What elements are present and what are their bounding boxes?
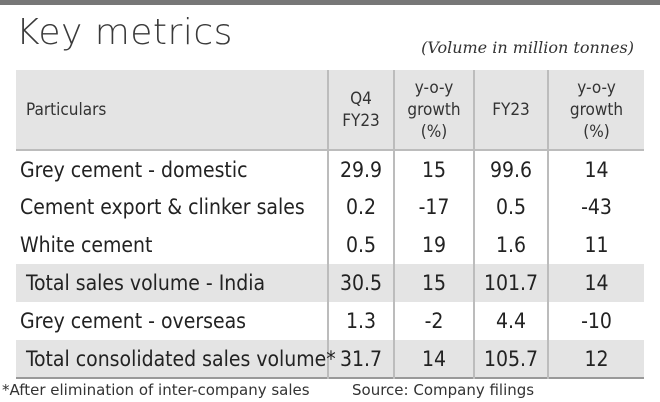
unit-note: (Volume in million tonnes) xyxy=(421,38,634,57)
cell-q4-fy23: 0.2 xyxy=(327,188,394,226)
cell-q4-yoy: 14 xyxy=(393,340,474,378)
cell-q4-fy23: 30.5 xyxy=(327,264,394,302)
header-particulars: Particulars xyxy=(26,99,107,120)
header-fy23-yoy-growth: y-o-y growth (%) xyxy=(547,70,644,150)
cell-q4-yoy: -2 xyxy=(393,302,474,340)
cell-fy23: 101.7 xyxy=(473,264,548,302)
header-line: growth xyxy=(569,99,624,120)
cell-fy23: 99.6 xyxy=(473,150,548,188)
cell-fy23: 1.6 xyxy=(473,226,548,264)
header-line: growth xyxy=(407,99,461,120)
cell-fy23: 4.4 xyxy=(473,302,548,340)
cell-fy23-yoy: 12 xyxy=(547,340,644,378)
header-q4-fy23: Q4 FY23 xyxy=(327,70,394,150)
cell-q4-fy23: 1.3 xyxy=(327,302,394,340)
row-label: Grey cement - overseas xyxy=(20,309,247,333)
row-label: Grey cement - domestic xyxy=(20,157,248,182)
cell-q4-fy23: 29.9 xyxy=(327,150,394,188)
cell-q4-fy23: 0.5 xyxy=(327,226,394,264)
header-line: (%) xyxy=(583,121,610,142)
header-fy23: FY23 xyxy=(473,70,548,150)
header-line: FY23 xyxy=(492,99,530,120)
table-row-total-consolidated: Total consolidated sales volume* 31.7 14… xyxy=(16,340,644,378)
header-line: (%) xyxy=(420,121,448,142)
table-row: Grey cement - domestic 29.9 15 99.6 14 xyxy=(16,150,644,188)
cell-fy23: 105.7 xyxy=(473,340,548,378)
row-label: Cement export & clinker sales xyxy=(20,195,305,219)
cell-fy23-yoy: -43 xyxy=(547,188,644,226)
header-q4-yoy-growth: y-o-y growth (%) xyxy=(393,70,474,150)
header-line: y-o-y xyxy=(577,77,616,98)
metrics-table: Particulars Q4 FY23 y-o-y growth (%) FY2… xyxy=(16,70,644,379)
row-label: White cement xyxy=(20,233,153,257)
footnote: *After elimination of inter-company sale… xyxy=(2,381,310,399)
header-line: y-o-y xyxy=(414,77,454,98)
cell-fy23-yoy: 11 xyxy=(547,226,644,264)
table-row: Cement export & clinker sales 0.2 -17 0.… xyxy=(16,188,644,226)
cell-fy23-yoy: -10 xyxy=(547,302,644,340)
source-note: Source: Company filings xyxy=(352,381,535,399)
row-label: Total sales volume - India xyxy=(26,271,266,295)
cell-fy23: 0.5 xyxy=(473,188,548,226)
cell-fy23-yoy: 14 xyxy=(547,150,644,188)
table-row: Grey cement - overseas 1.3 -2 4.4 -10 xyxy=(16,302,644,340)
header-line: FY23 xyxy=(342,110,380,131)
cell-q4-yoy: -17 xyxy=(393,188,474,226)
cell-q4-fy23: 31.7 xyxy=(327,340,394,378)
header-row: Particulars Q4 FY23 y-o-y growth (%) FY2… xyxy=(16,70,644,150)
table-row: White cement 0.5 19 1.6 11 xyxy=(16,226,644,264)
cell-q4-yoy: 15 xyxy=(393,264,474,302)
cell-fy23-yoy: 14 xyxy=(547,264,644,302)
cell-q4-yoy: 15 xyxy=(393,150,474,188)
row-label: Total consolidated sales volume* xyxy=(26,346,336,371)
top-rule xyxy=(0,0,660,5)
header-line: Q4 xyxy=(350,88,372,109)
table-row-total-india: Total sales volume - India 30.5 15 101.7… xyxy=(16,264,644,302)
cell-q4-yoy: 19 xyxy=(393,226,474,264)
chart-title: Key metrics xyxy=(16,12,233,53)
